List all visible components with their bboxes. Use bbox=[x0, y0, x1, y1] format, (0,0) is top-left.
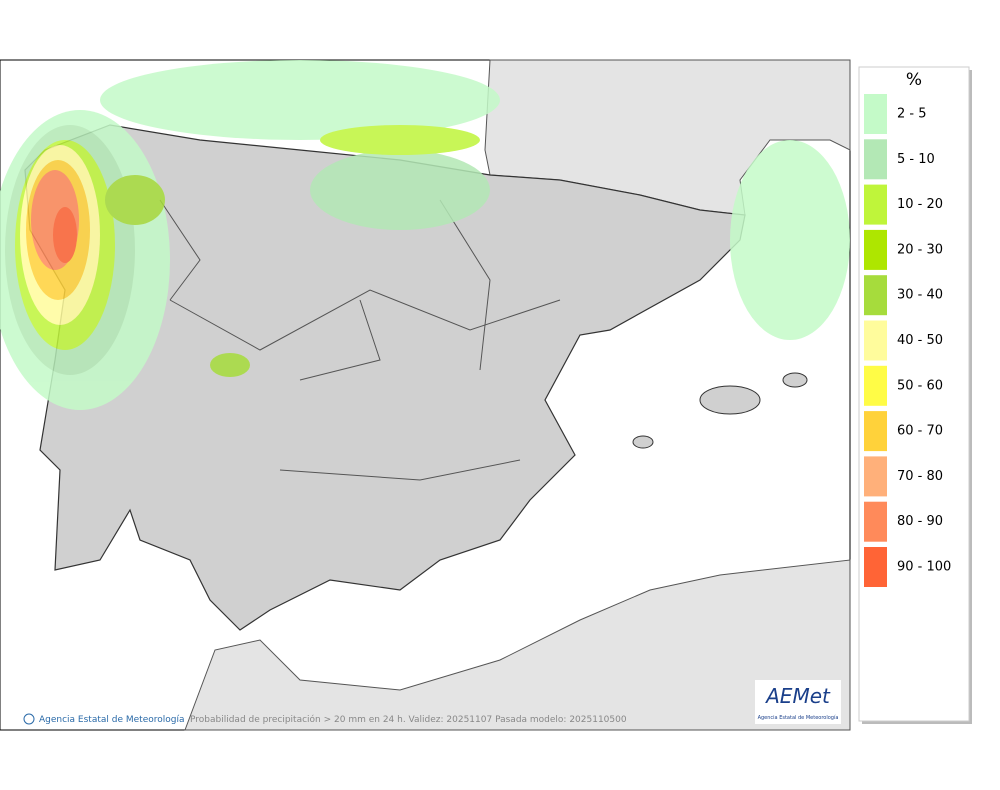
probability-area bbox=[105, 175, 165, 225]
legend-title: % bbox=[906, 70, 922, 90]
legend-label: 2 - 5 bbox=[897, 107, 927, 122]
legend-label: 90 - 100 bbox=[897, 560, 951, 575]
legend-swatch bbox=[864, 547, 887, 587]
agency-name: Agencia Estatal de Meteorología bbox=[39, 715, 185, 725]
legend-label: 10 - 20 bbox=[897, 197, 943, 212]
island bbox=[699, 385, 761, 415]
probability-area bbox=[210, 353, 250, 377]
island bbox=[782, 372, 808, 388]
legend-label: 40 - 50 bbox=[897, 333, 943, 348]
probability-area bbox=[730, 140, 850, 340]
probability-area bbox=[310, 150, 490, 230]
probability-area bbox=[53, 207, 77, 263]
legend-swatch bbox=[864, 501, 887, 542]
region-borders bbox=[159, 199, 561, 481]
probability-area bbox=[100, 60, 500, 140]
island bbox=[632, 435, 654, 449]
logo-box bbox=[755, 680, 841, 724]
legend-label: 50 - 60 bbox=[897, 378, 943, 393]
legend: % 2 - 5 5 - 10 10 - 20 20 - 30 30 - 40 40 - 5… bbox=[858, 66, 972, 724]
logo-subtitle: Agencia Estatal de Meteorología bbox=[758, 714, 839, 721]
map-caption: Probabilidad de precipitación > 20 mm en… bbox=[190, 714, 627, 725]
legend-label: 20 - 30 bbox=[897, 242, 943, 257]
legend-label: 60 - 70 bbox=[897, 424, 943, 439]
precipitation bbox=[0, 60, 850, 410]
africa bbox=[184, 559, 851, 731]
legend-swatch bbox=[864, 320, 887, 361]
logo: AEMet bbox=[764, 684, 831, 708]
legend-swatch bbox=[864, 139, 887, 180]
legend-swatch bbox=[864, 94, 887, 134]
legend-swatch bbox=[864, 184, 887, 225]
copyright-icon bbox=[23, 713, 35, 725]
legend-label: 30 - 40 bbox=[897, 288, 943, 303]
legend-swatch bbox=[864, 365, 887, 406]
legend-swatch bbox=[864, 456, 887, 497]
legend-swatch bbox=[864, 229, 887, 270]
legend-label: 80 - 90 bbox=[897, 514, 943, 529]
legend-swatch bbox=[864, 275, 887, 316]
legend-swatch bbox=[864, 411, 887, 452]
legend-label: 70 - 80 bbox=[897, 469, 943, 484]
probability-area bbox=[320, 125, 480, 155]
legend-label: 5 - 10 bbox=[897, 152, 935, 167]
map: Agencia Estatal de Meteorología Probabil… bbox=[0, 59, 851, 731]
